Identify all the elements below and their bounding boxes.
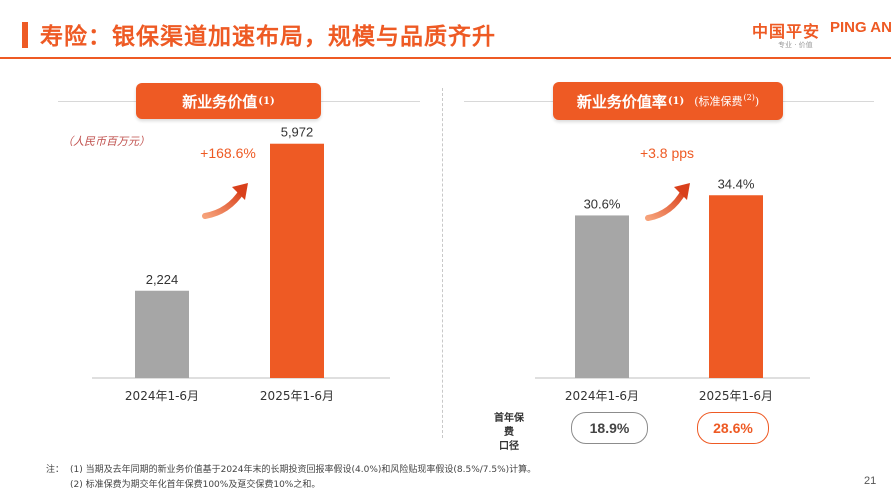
page-title: 寿险：银保渠道加速布局，规模与品质齐升 xyxy=(40,23,496,50)
unit-label: （人民币百万元） xyxy=(62,135,150,148)
notes-prefix: 注： xyxy=(46,465,65,475)
left-growth-label: +168.6% xyxy=(200,145,256,161)
right-panel-basis-close: ) xyxy=(754,95,760,108)
left-panel-title-footnote: (1) xyxy=(258,95,275,107)
left-bar-2 xyxy=(270,143,324,378)
right-panel-basis-footnote: (2) xyxy=(743,93,755,103)
company-logo: 中国平安 PING AN 专业 · 价值 xyxy=(752,18,891,54)
left-value-label-1: 2,224 xyxy=(146,272,179,287)
title-accent-bar xyxy=(22,22,28,48)
footnote-1: (1) 当期及去年同期的新业务价值基于2024年末的长期投资回报率假设(4.0%… xyxy=(70,465,537,475)
first-year-premium-2024: 18.9% xyxy=(571,412,648,444)
right-panel-title-basis: (标准保费(2)) xyxy=(694,93,759,109)
right-panel-title-text: 新业务价值率 xyxy=(576,92,667,111)
left-panel-title-text: 新业务价值 xyxy=(182,92,258,111)
first-year-premium-label-line1: 首年保费 xyxy=(494,413,524,438)
panel-divider xyxy=(442,88,443,438)
left-bar-1 xyxy=(135,290,189,378)
footnote-2: (2) 标准保费为期交年化首年保费100%及趸交保费10%之和。 xyxy=(70,480,321,490)
first-year-premium-2025: 28.6% xyxy=(697,412,769,444)
title-underline xyxy=(0,57,891,59)
page-number: 21 xyxy=(864,475,877,487)
left-category-label-1: 2024年1-6月 xyxy=(125,389,199,403)
first-year-premium-label: 首年保费 口径 xyxy=(492,412,526,454)
right-value-label-2: 34.4% xyxy=(718,176,755,191)
right-growth-arrow xyxy=(645,188,687,221)
right-panel-title: 新业务价值率 (1) (标准保费(2)) xyxy=(553,82,783,120)
left-value-label-2: 5,972 xyxy=(281,125,314,140)
first-year-premium-label-line2: 口径 xyxy=(499,441,519,452)
right-bar-1 xyxy=(575,215,629,378)
left-panel-title: 新业务价值 (1) xyxy=(136,83,321,119)
logo-english-text: PING AN xyxy=(830,19,891,36)
left-growth-arrowhead xyxy=(232,183,248,200)
right-bar-2 xyxy=(709,195,763,378)
right-growth-label: +3.8 pps xyxy=(640,145,694,161)
logo-chinese-text: 中国平安 xyxy=(752,22,821,41)
right-panel-basis-text: (标准保费 xyxy=(694,95,743,108)
left-category-label-2: 2025年1-6月 xyxy=(260,389,334,403)
right-category-label-1: 2024年1-6月 xyxy=(565,389,639,403)
right-growth-arrowhead xyxy=(674,183,690,200)
right-category-label-2: 2025年1-6月 xyxy=(699,389,773,403)
logo-tagline: 专业 · 价值 xyxy=(778,41,813,49)
right-panel-title-footnote: (1) xyxy=(667,95,685,107)
right-value-label-1: 30.6% xyxy=(584,196,621,211)
left-growth-arrow xyxy=(202,188,245,219)
